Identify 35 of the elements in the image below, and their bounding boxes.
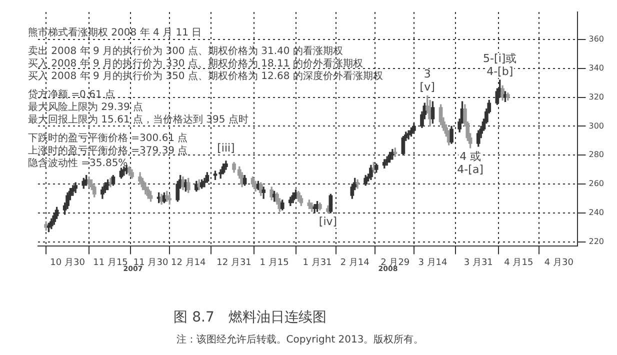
x-tick-label: 10 月30	[50, 258, 86, 268]
x-tick-label: 2 月14	[340, 258, 370, 268]
text: 注：该图经允许后转载。Copyright 2013。版权所有。	[176, 334, 424, 346]
x-tick-label: 4 月30	[544, 258, 574, 268]
x-tick-label: 12 月31	[216, 258, 252, 268]
y-tick-label: 300	[588, 121, 604, 130]
annotation: 下跌时的盈亏平衡价格 =300.61 点	[28, 132, 188, 144]
annotation: [iv]	[318, 214, 338, 228]
x-tick-label: 3 月31	[464, 258, 493, 268]
annotation: 买入 2008 年 9 月的执行价为 350 点、期权价格为 12.68 的深度价外看涨期权	[28, 70, 383, 82]
y-tick-label: 320	[588, 92, 604, 102]
x-tick-label: 12 月14	[170, 258, 206, 268]
annotation: [iii]	[217, 141, 235, 154]
y-tick-label: 340	[588, 63, 604, 72]
annotation: 上涨时的盈亏平衡价格 =379.39 点	[28, 144, 188, 157]
x-tick-label: 1 月15	[260, 258, 289, 268]
annotation: 4 或 4-[a]	[457, 150, 484, 176]
annotation: 最大回报上限为 15.61 点，当价格达到 395 点时	[28, 114, 248, 126]
x-tick-label: 1 月31	[302, 258, 332, 268]
y-tick-label: 280	[588, 150, 604, 160]
y-tick-label: 260	[588, 179, 604, 188]
annotation: 贷方净额 =0.61 点	[28, 88, 116, 101]
annotation: 熊市梯式看涨期权 2008 年 4 月 11 日	[28, 26, 202, 39]
x-tick-label: 3 月14	[418, 258, 448, 268]
annotation: 3 [v]	[420, 68, 435, 94]
annotation: 隐含波动性 =35.85%	[28, 157, 128, 170]
y-tick-label: 220	[588, 236, 604, 246]
annotation: 买入 2008 年 9 月的执行价为 330 点、期权价格为 18.11 的价外看涨期权	[28, 58, 363, 70]
annotation: 最大风险上限为 29.39 点	[28, 101, 143, 114]
y-tick-label: 360	[588, 34, 604, 44]
y-tick-label: 240	[588, 208, 604, 218]
text: 图 8.7 燃料油日连续图	[174, 310, 326, 326]
annotation: 5-[i]或 4-[b]	[483, 52, 517, 78]
annotation: 卖出 2008 年 9 月的执行价为 300 点、期权价格为 31.40 的看涨期权	[28, 45, 343, 58]
x-tick-label: 4 月15	[504, 258, 534, 268]
